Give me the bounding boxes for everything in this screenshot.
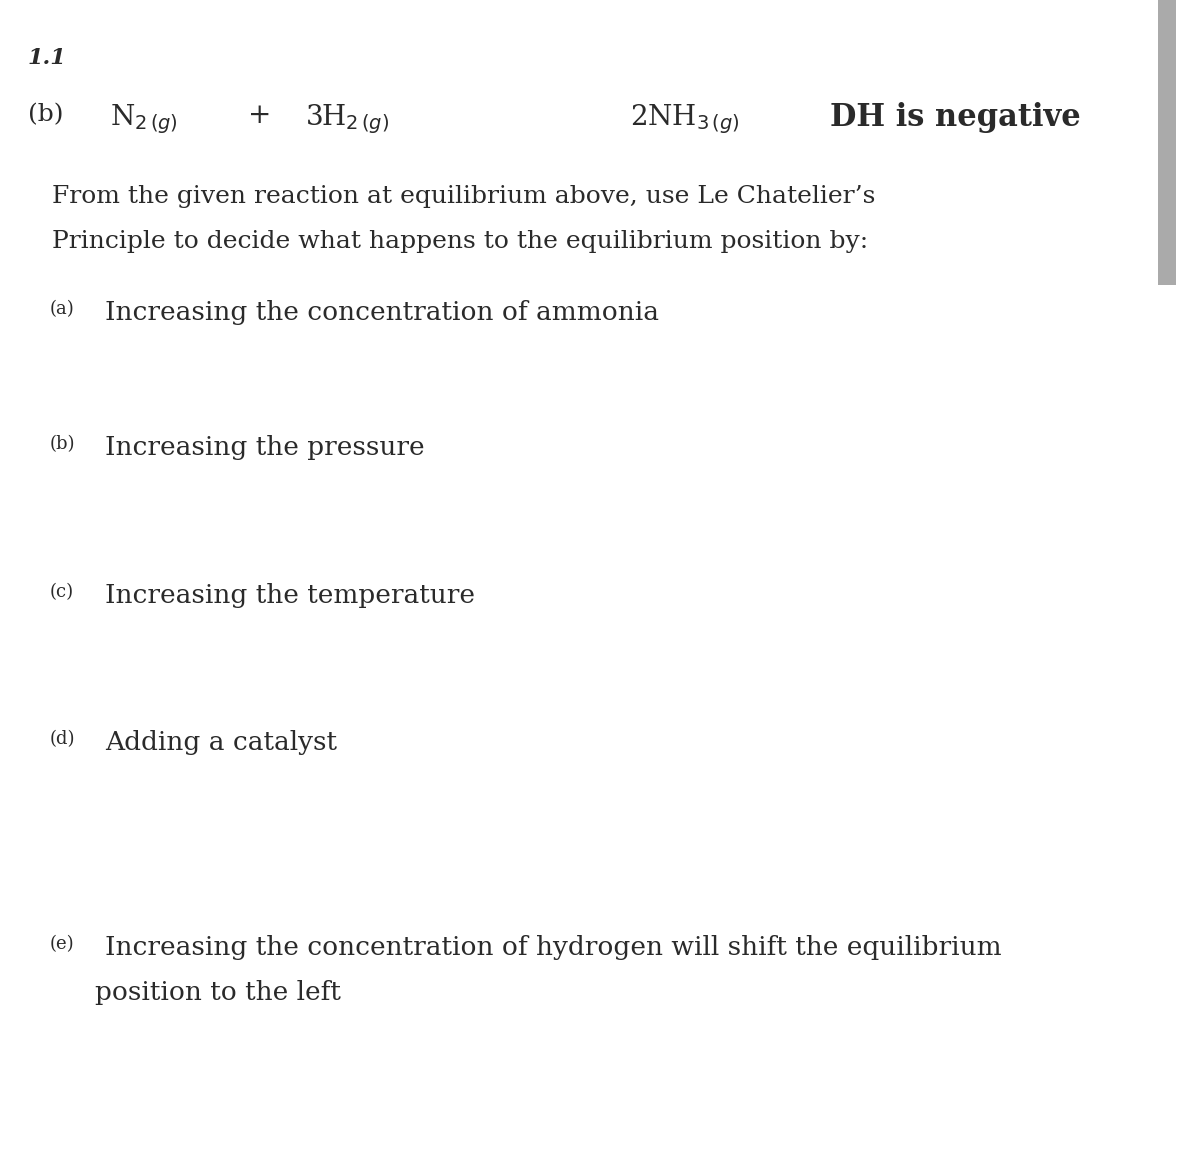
Text: (a): (a) xyxy=(50,300,74,318)
Text: Increasing the concentration of ammonia: Increasing the concentration of ammonia xyxy=(106,300,659,325)
Bar xyxy=(1158,0,1176,285)
Text: (b): (b) xyxy=(28,103,64,126)
Text: 1.1: 1.1 xyxy=(28,47,67,69)
Text: Increasing the pressure: Increasing the pressure xyxy=(106,435,425,460)
Text: 3H$_{2\,(g)}$: 3H$_{2\,(g)}$ xyxy=(305,102,389,135)
Text: Increasing the concentration of hydrogen will shift the equilibrium: Increasing the concentration of hydrogen… xyxy=(106,936,1002,960)
Text: Adding a catalyst: Adding a catalyst xyxy=(106,730,337,755)
Text: position to the left: position to the left xyxy=(95,979,341,1005)
Text: 2NH$_{3\,(g)}$: 2NH$_{3\,(g)}$ xyxy=(630,102,740,135)
Text: (c): (c) xyxy=(50,583,74,601)
Text: From the given reaction at equilibrium above, use Le Chatelier’s: From the given reaction at equilibrium a… xyxy=(52,185,875,208)
Text: Increasing the temperature: Increasing the temperature xyxy=(106,583,475,608)
Text: (d): (d) xyxy=(50,730,76,748)
Text: (b): (b) xyxy=(50,435,76,453)
Text: N$_{2\,(g)}$: N$_{2\,(g)}$ xyxy=(110,102,178,135)
Text: (e): (e) xyxy=(50,936,74,953)
Text: Principle to decide what happens to the equilibrium position by:: Principle to decide what happens to the … xyxy=(52,230,869,253)
Text: +: + xyxy=(248,102,271,129)
Text: DH is negative: DH is negative xyxy=(830,102,1081,133)
